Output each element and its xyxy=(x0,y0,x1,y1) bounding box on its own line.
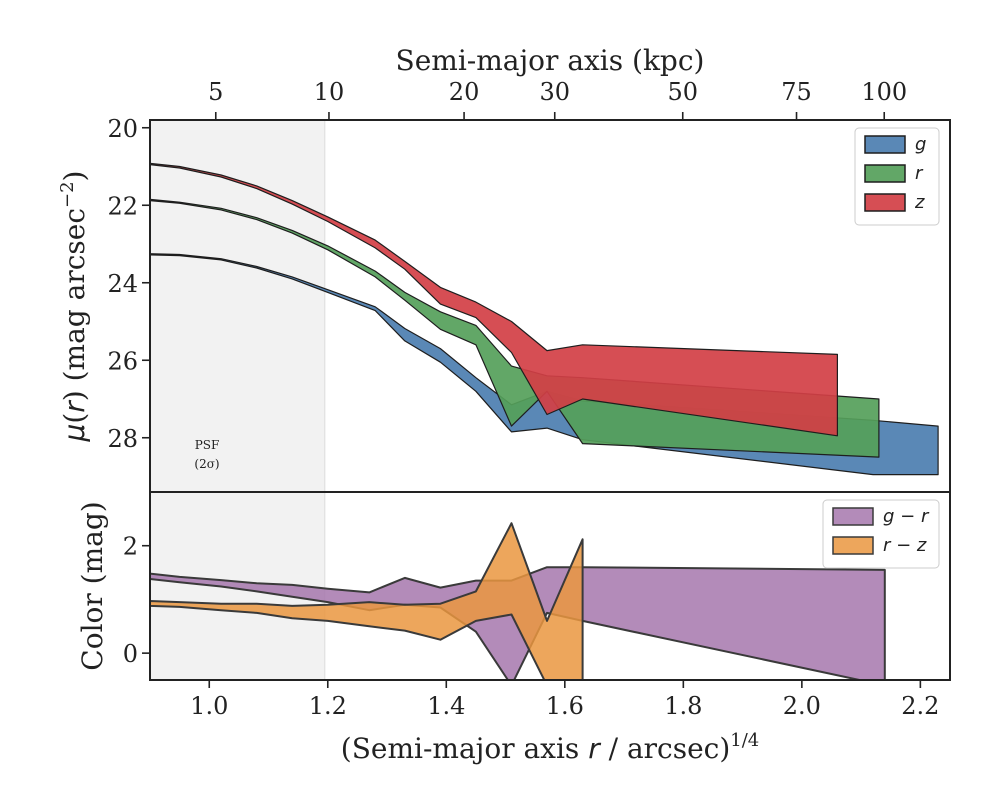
ticks: 20 22 24 26 28 5 10 20 30 50 75 100 0 2 1.0 1.2 1.4 1.6 1.… xyxy=(107,78,939,720)
psf-label-line1: PSF xyxy=(195,438,220,452)
top-y-tick-label: 20 xyxy=(107,115,138,143)
legend-label: r − z xyxy=(883,535,927,556)
bottom-y-axis-label: Color (mag) xyxy=(76,501,109,670)
top-x-tick-label: 75 xyxy=(781,78,812,106)
legend-swatch xyxy=(864,135,906,154)
top-x-tick-label: 20 xyxy=(449,78,480,106)
legend-label: g − r xyxy=(883,506,930,527)
top-axis-title: Semi-major axis (kpc) xyxy=(396,44,705,77)
bottom-x-tick-label: 1.2 xyxy=(309,692,347,720)
bottom-x-axis-label: (Semi-major axis r / arcsec)1/4 xyxy=(341,730,759,765)
legend-swatch xyxy=(864,193,906,212)
band-rz xyxy=(150,522,584,680)
legends: grz g − r r − z xyxy=(822,127,940,569)
legend-label: g xyxy=(915,134,926,155)
bottom-x-tick-label: 2.0 xyxy=(783,692,821,720)
bottom-x-tick-label: 1.6 xyxy=(546,692,584,720)
legend-swatch xyxy=(832,536,874,555)
top-x-tick-label: 50 xyxy=(667,78,698,106)
top-bands xyxy=(150,162,939,476)
top-x-tick-label: 100 xyxy=(861,78,907,106)
band-z xyxy=(150,162,838,437)
bottom-x-tick-label: 1.8 xyxy=(664,692,702,720)
top-y-tick-label: 22 xyxy=(107,192,138,220)
bottom-x-tick-label: 1.4 xyxy=(427,692,465,720)
bottom-y-tick-label: 2 xyxy=(123,533,138,561)
legend-swatch xyxy=(832,507,874,526)
bottom-x-tick-label: 1.0 xyxy=(190,692,228,720)
top-y-tick-label: 28 xyxy=(107,425,138,453)
bottom-axes-frame xyxy=(149,491,951,681)
top-y-axis-label: μ(r) (mag arcsec−2) xyxy=(57,171,91,443)
bottom-y-tick-label: 0 xyxy=(123,640,138,668)
psf-region-top xyxy=(150,120,325,492)
legend-swatch xyxy=(864,164,906,183)
legend-label: r xyxy=(915,163,924,184)
top-y-tick-label: 24 xyxy=(107,270,138,298)
bottom-x-tick-label: 2.2 xyxy=(901,692,939,720)
psf-label-line2: (2σ) xyxy=(194,457,219,471)
top-x-tick-label: 10 xyxy=(314,78,345,106)
legend-label: z xyxy=(914,192,925,213)
top-x-tick-label: 5 xyxy=(208,78,223,106)
bottom-bands xyxy=(150,522,886,680)
top-y-tick-label: 26 xyxy=(107,347,138,375)
top-x-tick-label: 30 xyxy=(539,78,570,106)
